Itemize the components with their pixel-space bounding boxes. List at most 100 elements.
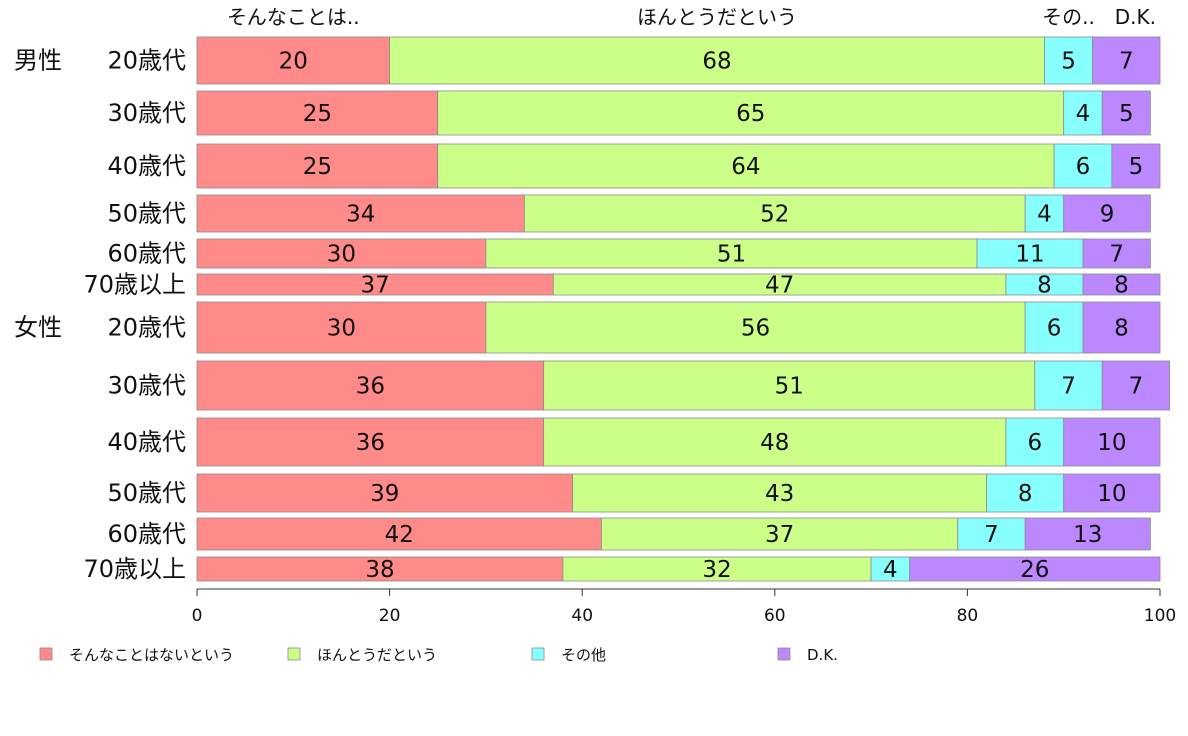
data-label: 30 — [327, 316, 356, 342]
row-label: 30歳代 — [107, 372, 186, 400]
data-label: 51 — [775, 374, 804, 400]
series-top-label: D.K. — [1115, 5, 1156, 29]
x-tick-label: 0 — [192, 606, 203, 626]
data-label: 42 — [385, 522, 414, 548]
legend-swatch — [39, 647, 53, 661]
data-label: 5 — [1061, 49, 1076, 75]
legend-swatch — [777, 647, 791, 661]
data-label: 20 — [279, 49, 308, 75]
data-label: 37 — [361, 273, 390, 299]
bar-segment — [196, 517, 602, 551]
bar-segment — [1092, 36, 1161, 85]
bar-segment — [196, 417, 545, 467]
bar-segment — [196, 238, 487, 269]
data-label: 8 — [1037, 273, 1052, 299]
bar-segment — [1063, 417, 1161, 467]
bar-segment — [1082, 238, 1151, 269]
group-label: 男性 — [14, 47, 62, 75]
data-label: 7 — [1061, 374, 1076, 400]
bar-segment — [1111, 143, 1161, 189]
bar-segment — [1063, 90, 1103, 136]
data-label: 8 — [1114, 316, 1129, 342]
bar-segment — [976, 238, 1084, 269]
data-label: 25 — [303, 154, 332, 180]
bar-segment — [485, 238, 978, 269]
row-label: 20歳代 — [107, 314, 186, 342]
data-label: 38 — [365, 557, 394, 583]
bar-segment — [1005, 417, 1065, 467]
legend-label: そんなことはないという — [69, 646, 234, 664]
bar-segment — [1034, 360, 1103, 411]
data-label: 10 — [1097, 430, 1126, 456]
bar-segment — [1101, 90, 1151, 136]
data-label: 64 — [731, 154, 760, 180]
bar-segment — [543, 417, 1007, 467]
data-label: 65 — [736, 101, 765, 127]
legend-label: その他 — [561, 646, 606, 664]
data-label: 4 — [883, 557, 898, 583]
bar-segment — [196, 301, 487, 354]
data-label: 68 — [702, 49, 731, 75]
data-label: 7 — [1129, 374, 1144, 400]
data-label: 5 — [1129, 154, 1144, 180]
bar-segment — [986, 473, 1065, 513]
bar-segment — [196, 556, 564, 582]
bar-segment — [543, 360, 1036, 411]
series-top-label: そんなことは.. — [227, 5, 360, 29]
data-label: 9 — [1100, 202, 1115, 228]
bar-segment — [1044, 36, 1093, 85]
row-label: 50歳代 — [107, 200, 186, 228]
row-label: 60歳代 — [107, 240, 186, 268]
bar-segment — [1063, 473, 1161, 513]
bar-segment — [562, 556, 872, 582]
x-tick-label: 80 — [957, 606, 979, 626]
data-label: 52 — [760, 202, 789, 228]
bar-segment — [196, 473, 573, 513]
bar-segment — [1024, 517, 1151, 551]
data-label: 26 — [1020, 557, 1049, 583]
row-label: 70歳以上 — [83, 271, 186, 299]
bar-segment — [437, 90, 1065, 136]
series-top-label: その.. — [1042, 5, 1095, 29]
bar-segment — [437, 143, 1055, 189]
legend-label: D.K. — [807, 646, 838, 664]
data-label: 48 — [760, 430, 789, 456]
data-label: 51 — [717, 242, 746, 268]
bar-segment — [196, 143, 439, 189]
x-tick-label: 60 — [764, 606, 786, 626]
bar-segment — [389, 36, 1045, 85]
bar-segment — [1082, 301, 1161, 354]
data-label: 6 — [1076, 154, 1091, 180]
data-label: 30 — [327, 242, 356, 268]
legend-swatch — [287, 647, 301, 661]
bar-segment — [1082, 273, 1161, 296]
data-label: 36 — [356, 430, 385, 456]
data-label: 6 — [1027, 430, 1042, 456]
data-label: 8 — [1114, 273, 1129, 299]
data-label: 4 — [1037, 202, 1052, 228]
row-label: 20歳代 — [107, 47, 186, 75]
data-label: 37 — [765, 522, 794, 548]
row-label: 40歳代 — [107, 428, 186, 456]
x-tick-label: 100 — [1144, 606, 1176, 626]
bar-segment — [485, 301, 1026, 354]
data-label: 7 — [984, 522, 999, 548]
x-tick-label: 40 — [571, 606, 593, 626]
data-label: 47 — [765, 273, 794, 299]
data-label: 25 — [303, 101, 332, 127]
data-label: 36 — [356, 374, 385, 400]
data-label: 7 — [1119, 49, 1134, 75]
data-label: 32 — [702, 557, 731, 583]
row-label: 50歳代 — [107, 479, 186, 507]
data-label: 39 — [370, 481, 399, 507]
legend-label: ほんとうだという — [317, 646, 437, 664]
row-label: 60歳代 — [107, 520, 186, 548]
row-label: 40歳代 — [107, 152, 186, 180]
bar-segment — [524, 194, 1026, 233]
bar-segment — [196, 90, 439, 136]
series-top-label: ほんとうだという — [637, 5, 797, 29]
bar-segment — [601, 517, 959, 551]
bar-segment — [1101, 360, 1171, 411]
group-label: 女性 — [14, 314, 62, 342]
data-label: 10 — [1097, 481, 1126, 507]
